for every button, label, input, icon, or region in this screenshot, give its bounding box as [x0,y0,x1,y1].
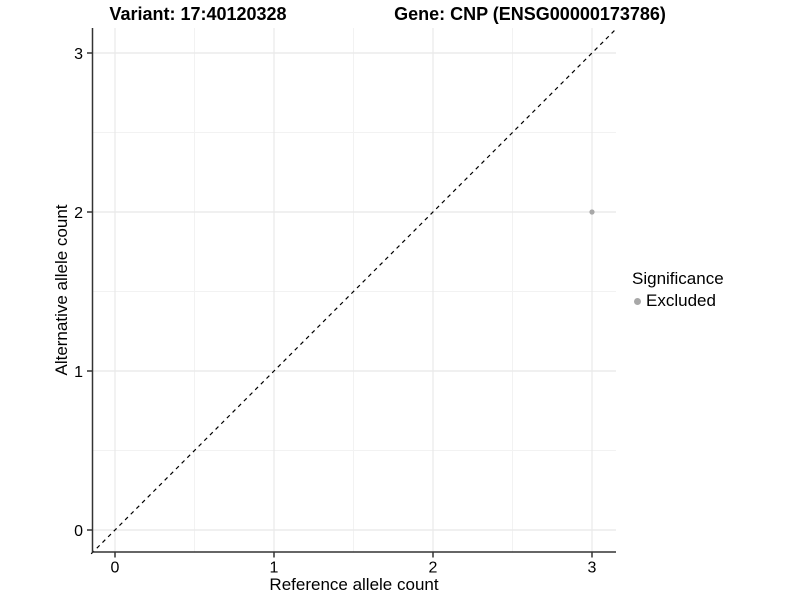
y-axis-label: Alternative allele count [52,204,71,376]
gene-title: Gene: CNP (ENSG00000173786) [394,4,666,24]
legend: Significance Excluded [632,268,724,312]
identity-reference-line [90,28,617,555]
data-point [589,209,595,215]
variant-title: Variant: 17:40120328 [109,4,287,24]
legend-key-dot [634,297,641,305]
x-tick-label: 3 [588,560,597,577]
legend-item-excluded: Excluded [632,290,724,312]
legend-title: Significance [632,269,724,288]
x-axis-label: Reference allele count [269,575,439,594]
y-tick-label: 1 [74,364,83,381]
x-tick-label: 2 [429,560,438,577]
x-tick-label: 1 [270,560,279,577]
x-tick-label: 0 [111,560,120,577]
y-tick-label: 3 [74,46,83,63]
y-tick-label: 2 [74,205,83,222]
y-tick-label: 0 [74,523,83,540]
legend-item-label: Excluded [646,291,716,310]
